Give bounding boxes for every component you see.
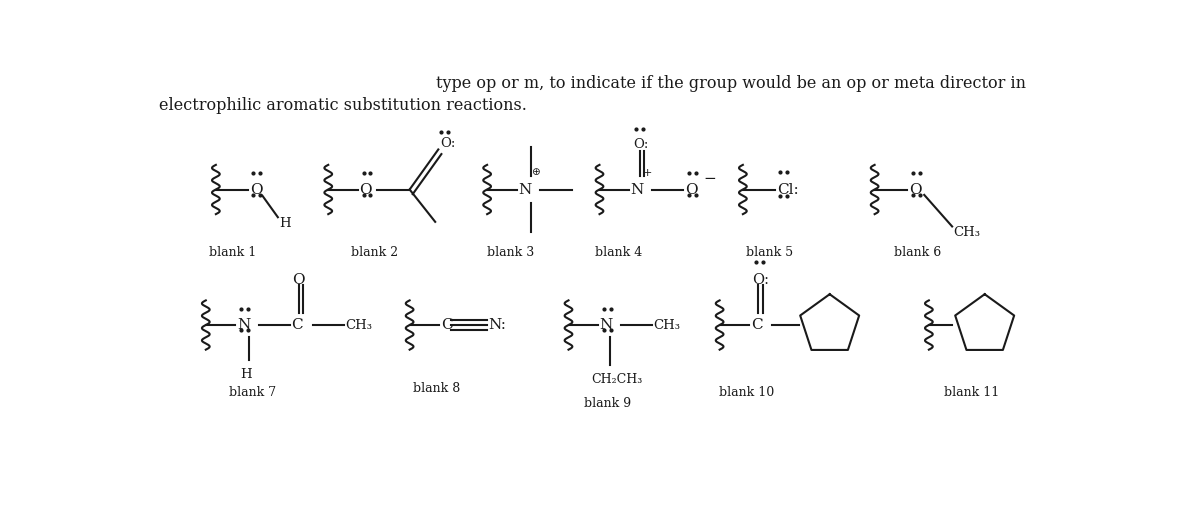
Text: CH₃: CH₃ <box>654 319 680 332</box>
Text: type op or m, to indicate if the group would be an op or meta director in: type op or m, to indicate if the group w… <box>437 75 1026 92</box>
Text: CH₂CH₃: CH₂CH₃ <box>592 373 643 386</box>
Text: blank 10: blank 10 <box>719 387 774 399</box>
Text: O:: O: <box>752 273 769 287</box>
Text: C: C <box>292 318 302 332</box>
Text: H: H <box>240 368 252 381</box>
Text: N:: N: <box>488 318 506 332</box>
Text: blank 6: blank 6 <box>894 246 941 259</box>
Text: N: N <box>600 318 613 332</box>
Text: CH₃: CH₃ <box>346 319 372 332</box>
Text: H: H <box>280 217 292 230</box>
Text: N: N <box>236 318 250 332</box>
Text: blank 5: blank 5 <box>746 246 793 259</box>
Text: blank 11: blank 11 <box>944 387 1000 399</box>
Text: O: O <box>908 182 922 196</box>
Text: blank 7: blank 7 <box>229 387 276 399</box>
Text: O: O <box>685 182 697 196</box>
Text: +: + <box>643 168 653 177</box>
Text: blank 8: blank 8 <box>413 382 461 395</box>
Text: C: C <box>751 318 762 332</box>
Text: blank 4: blank 4 <box>595 246 642 259</box>
Text: O: O <box>359 182 372 196</box>
Text: electrophilic aromatic substitution reactions.: electrophilic aromatic substitution reac… <box>160 97 527 114</box>
Text: Cl:: Cl: <box>776 182 799 196</box>
Text: blank 3: blank 3 <box>487 246 534 259</box>
Text: N: N <box>630 182 643 196</box>
Text: blank 2: blank 2 <box>352 246 398 259</box>
Text: C: C <box>440 318 452 332</box>
Text: −: − <box>703 171 716 186</box>
Text: O:: O: <box>440 137 455 150</box>
Text: O:: O: <box>634 138 649 151</box>
Text: N: N <box>518 182 532 196</box>
Text: O: O <box>250 182 263 196</box>
Text: blank 1: blank 1 <box>209 246 257 259</box>
Text: blank 9: blank 9 <box>583 397 631 410</box>
Text: $\oplus$: $\oplus$ <box>532 167 541 177</box>
Text: CH₃: CH₃ <box>954 226 980 239</box>
Text: O: O <box>293 273 305 287</box>
